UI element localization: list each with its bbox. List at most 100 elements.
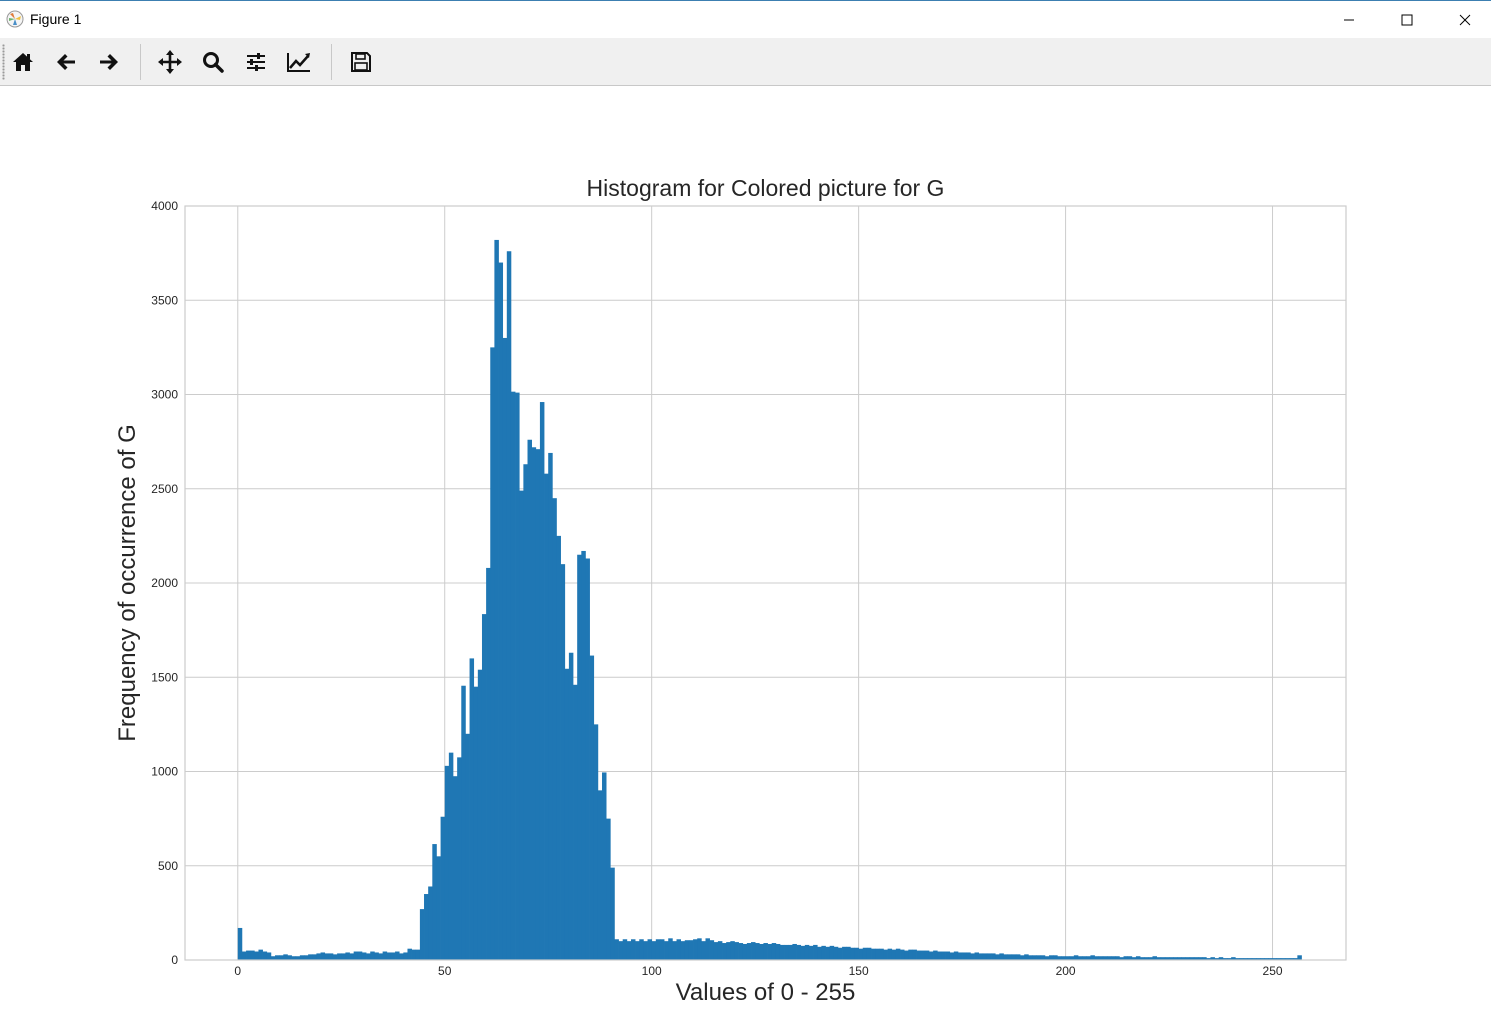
close-button[interactable] [1436, 1, 1491, 39]
histogram-bar [784, 944, 789, 960]
histogram-bar [494, 239, 499, 960]
histogram-bar [382, 951, 388, 960]
back-button[interactable] [48, 44, 84, 80]
histogram-bar [895, 948, 901, 960]
histogram-bar [1276, 958, 1282, 960]
histogram-bar [1135, 956, 1141, 960]
histogram-bar [403, 952, 408, 960]
grid-lines [185, 205, 1346, 961]
home-button[interactable] [5, 44, 41, 80]
histogram-bar [755, 943, 760, 960]
histogram-bar [1173, 957, 1178, 960]
histogram-bar [746, 943, 752, 960]
histogram-bar [1057, 956, 1062, 960]
histogram-bar [978, 953, 984, 960]
histogram-bar [1106, 956, 1112, 960]
histogram-bar [581, 550, 586, 960]
zoom-button[interactable] [195, 44, 231, 80]
home-icon [13, 53, 33, 71]
histogram-bar [821, 945, 826, 960]
histogram-bar [283, 954, 288, 960]
toolbar-grip [2, 44, 5, 80]
histogram-bar [837, 947, 843, 960]
histogram-bar [833, 946, 839, 960]
x-tick-label: 100 [642, 964, 662, 978]
histogram-bar [1280, 958, 1286, 960]
histogram-bar [1177, 957, 1182, 960]
histogram-bar [415, 949, 421, 960]
configure-subplots-button[interactable] [238, 44, 274, 80]
histogram-bar [419, 909, 425, 960]
histogram-bar [328, 953, 334, 960]
histogram-bar [411, 949, 417, 960]
maximize-button[interactable] [1378, 1, 1436, 39]
histogram-bar [709, 940, 715, 960]
histogram-bar [664, 941, 669, 960]
histogram-bar [469, 658, 475, 960]
histogram-bar [1268, 958, 1273, 960]
histogram-bar [676, 939, 681, 960]
histogram-bar [875, 948, 880, 960]
histogram-bar [688, 940, 694, 960]
histogram-bar [928, 951, 934, 960]
histogram-bar [862, 947, 868, 960]
histogram-bar [734, 942, 739, 960]
histogram-bar [357, 951, 363, 960]
histogram-bar [1227, 958, 1232, 960]
histogram-bar [846, 946, 851, 960]
histogram-bar [597, 790, 603, 960]
histogram-bar [879, 948, 884, 960]
x-tick-label: 200 [1056, 964, 1076, 978]
histogram-bar [386, 952, 392, 960]
histogram-bar [1028, 955, 1033, 960]
histogram-bar [991, 953, 996, 960]
histogram-bar [668, 938, 673, 960]
minimize-button[interactable] [1320, 1, 1378, 39]
histogram-bar [788, 944, 793, 960]
histogram-bar [1065, 956, 1071, 960]
histogram-bar [726, 942, 731, 960]
histogram-bar [647, 939, 653, 960]
histogram-bar [1053, 955, 1058, 960]
histogram-bar [1077, 956, 1083, 960]
histogram-bar [643, 941, 648, 960]
histogram-bar [1169, 957, 1174, 960]
histogram-bar [440, 816, 446, 960]
histogram-bar [246, 950, 251, 960]
histogram-bar [1202, 957, 1207, 960]
histogram-bar [453, 776, 458, 960]
histogram-bar [399, 953, 404, 960]
histogram-bar [887, 948, 893, 960]
histogram-bar [303, 955, 309, 960]
histogram-bar [1260, 958, 1265, 960]
histogram-bar [1007, 954, 1013, 960]
save-button[interactable] [343, 44, 379, 80]
move-icon [158, 50, 182, 74]
histogram-bar [713, 942, 719, 960]
histogram-bar [502, 337, 508, 960]
histogram-bar [871, 948, 876, 960]
histogram-bar [1148, 957, 1153, 960]
histogram-bar [655, 939, 661, 960]
histogram-bar [854, 947, 859, 960]
forward-button[interactable] [91, 44, 127, 80]
histogram-bar [361, 952, 367, 960]
histogram-bar [241, 951, 247, 960]
histogram-bar [1247, 958, 1253, 960]
histogram-bar [693, 939, 698, 960]
histogram-bar [523, 464, 528, 960]
histogram-bar [635, 941, 640, 960]
histogram-bar [1102, 956, 1108, 960]
histogram-bar [515, 392, 520, 960]
chart-line-icon [287, 53, 310, 72]
histogram-bar [651, 941, 657, 960]
histogram-bar [966, 952, 971, 960]
histogram-bar [481, 614, 487, 960]
histogram-bar [1189, 957, 1195, 960]
histogram-bar [697, 938, 702, 960]
histogram-bar [1069, 956, 1075, 960]
edit-axis-button[interactable] [281, 44, 317, 80]
histogram-bar [1289, 958, 1294, 960]
pan-button[interactable] [152, 44, 188, 80]
histogram-bar [556, 535, 561, 960]
